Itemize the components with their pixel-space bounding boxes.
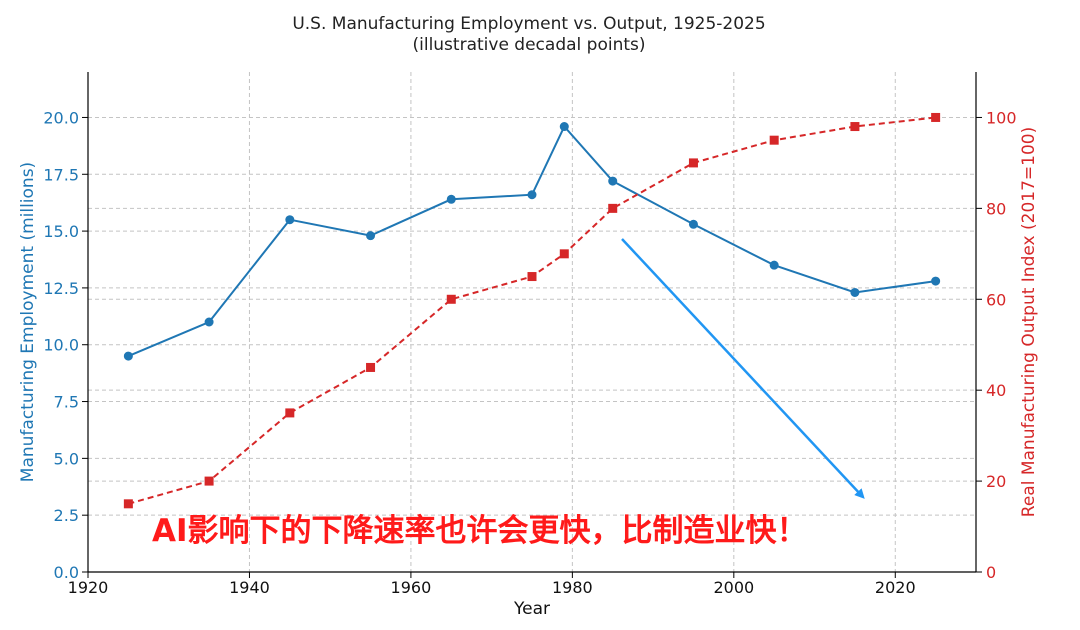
data-point-right <box>931 112 941 122</box>
data-point-left <box>688 219 698 229</box>
chart-title: U.S. Manufacturing Employment vs. Output… <box>292 14 765 34</box>
chart-subtitle: (illustrative decadal points) <box>412 35 645 55</box>
y-right-tick-label: 0 <box>986 563 996 582</box>
data-point-left <box>527 190 537 200</box>
y-left-tick-label: 15.0 <box>43 222 79 241</box>
y-left-tick-label: 2.5 <box>54 506 79 525</box>
annotation-arrow <box>621 238 865 499</box>
x-tick-label: 2000 <box>713 578 754 597</box>
y-left-tick-label: 7.5 <box>54 393 79 412</box>
annotation-text: AI影响下的下降速率也许会更快，比制造业快！ <box>152 513 808 549</box>
data-point-right <box>527 272 537 282</box>
data-point-left <box>608 176 618 186</box>
x-tick-label: 1960 <box>391 578 432 597</box>
data-point-right <box>559 249 569 259</box>
data-point-left <box>204 317 214 327</box>
y-right-tick-label: 80 <box>986 199 1006 218</box>
y-left-tick-label: 20.0 <box>43 108 79 127</box>
data-point-right <box>366 362 376 372</box>
series-line-left <box>128 124 936 358</box>
data-point-left <box>931 276 941 286</box>
data-point-left <box>446 194 456 204</box>
data-point-right <box>204 476 214 486</box>
x-tick-label: 1940 <box>229 578 270 597</box>
y-left-tick-label: 10.0 <box>43 336 79 355</box>
y-left-tick-label: 12.5 <box>43 279 79 298</box>
data-point-left <box>850 287 860 297</box>
data-point-right <box>688 158 698 168</box>
data-point-right <box>769 135 779 145</box>
y-right-tick-label: 60 <box>986 290 1006 309</box>
y-axis-right-label: Real Manufacturing Output Index (2017=10… <box>1019 127 1039 517</box>
y-right-tick-label: 40 <box>986 381 1006 400</box>
axes <box>82 72 982 578</box>
data-point-right <box>850 122 860 132</box>
data-point-left <box>769 260 779 270</box>
data-point-left <box>123 351 133 361</box>
data-point-right <box>123 499 133 509</box>
data-point-right <box>608 203 618 213</box>
y-axis-left-label: Manufacturing Employment (millions) <box>18 162 38 482</box>
grid <box>88 72 976 572</box>
y-left-tick-label: 0.0 <box>54 563 79 582</box>
data-point-left <box>366 231 376 241</box>
data-point-left <box>285 215 295 225</box>
x-tick-label: 1980 <box>552 578 593 597</box>
series-layer <box>123 112 941 509</box>
y-left-tick-label: 17.5 <box>43 165 79 184</box>
y-right-tick-label: 20 <box>986 472 1006 491</box>
data-point-left <box>559 122 569 132</box>
series-line-right <box>128 116 936 505</box>
y-right-tick-label: 100 <box>986 108 1017 127</box>
y-left-tick-label: 5.0 <box>54 449 79 468</box>
data-point-right <box>285 408 295 418</box>
x-axis-label: Year <box>513 599 550 619</box>
data-point-right <box>446 294 456 304</box>
x-tick-label: 1920 <box>68 578 109 597</box>
tick-labels: 1920 1940 1960 1980 2000 2020 0.0 2.5 5.0 7.5 10.0… <box>43 108 1016 597</box>
x-tick-label: 2020 <box>875 578 916 597</box>
